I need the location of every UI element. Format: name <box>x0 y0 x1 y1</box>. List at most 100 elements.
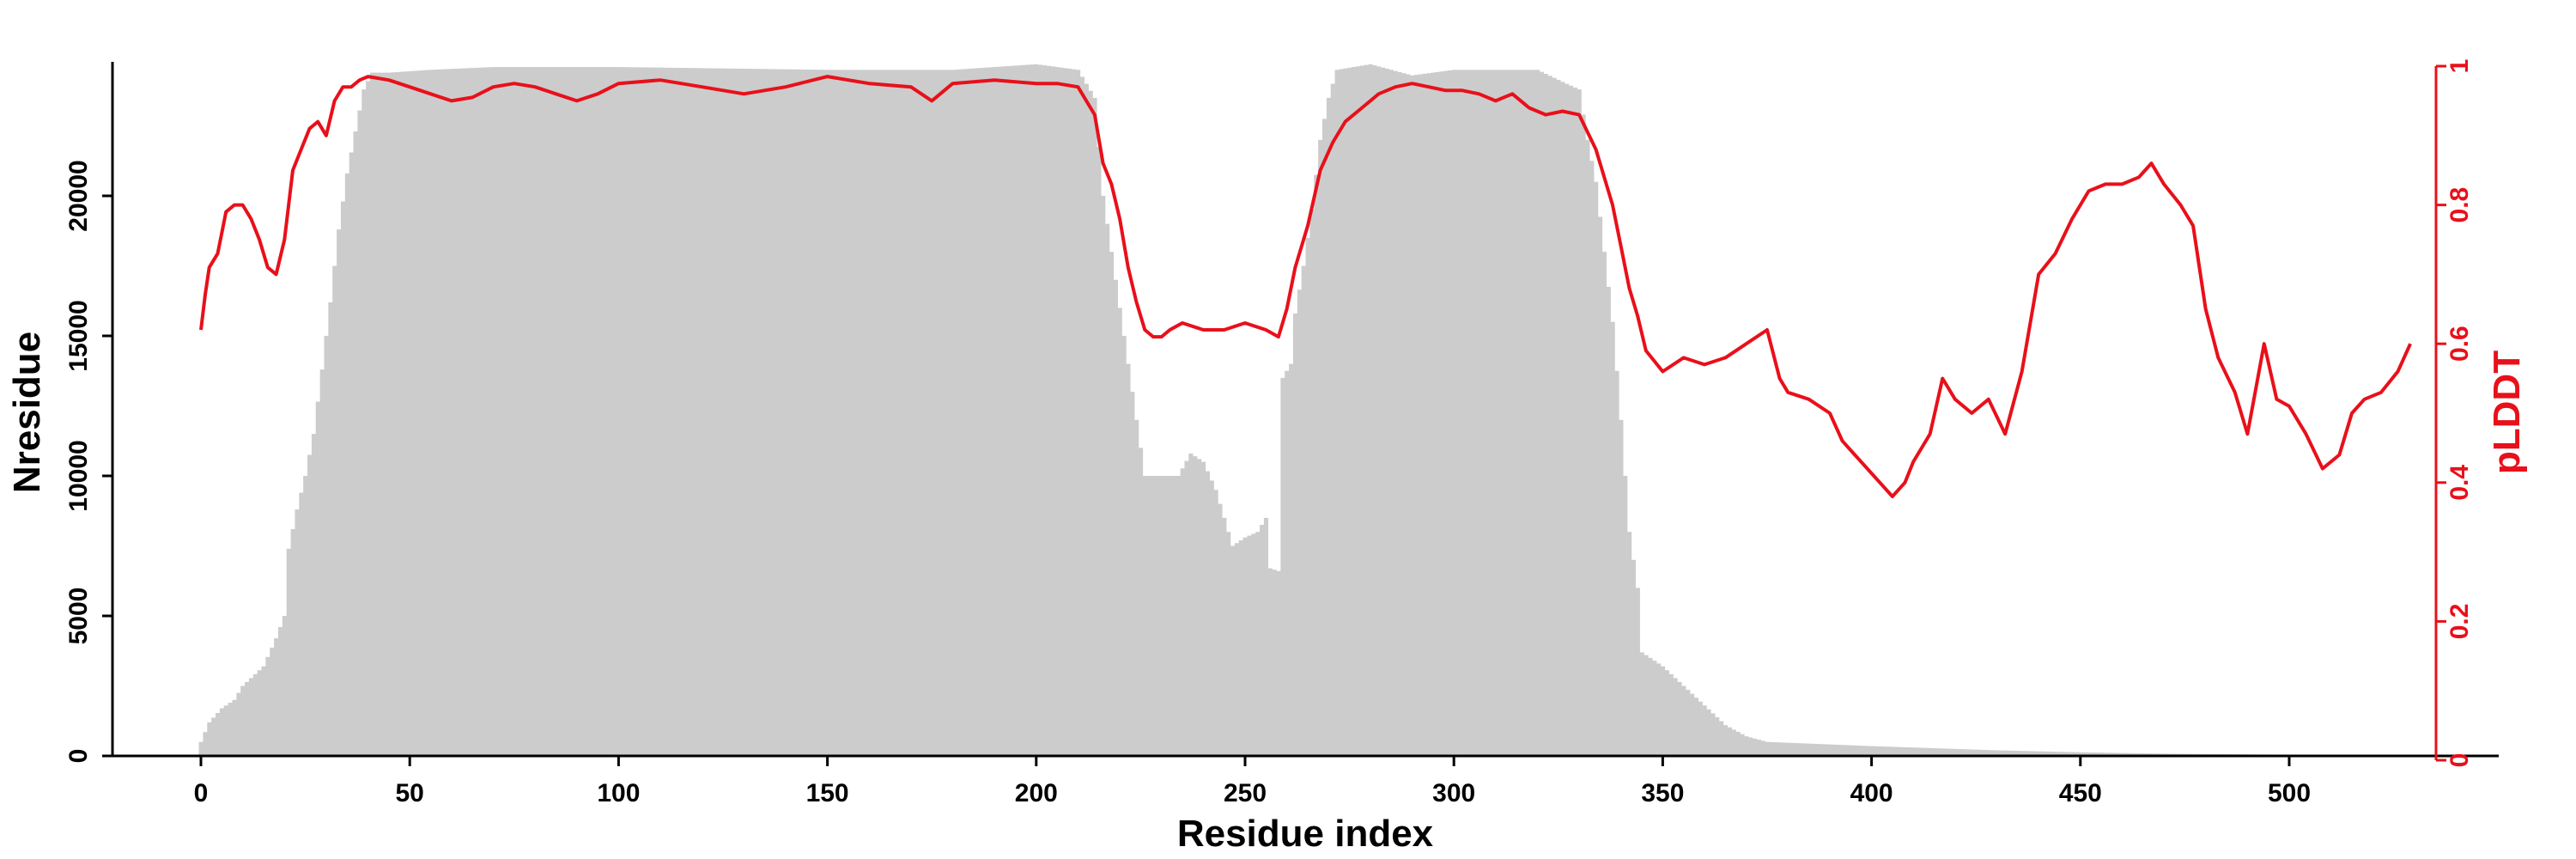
nresidue-bar <box>1928 747 1933 756</box>
nresidue-bar <box>1030 64 1035 757</box>
nresidue-bar <box>2024 751 2029 756</box>
nresidue-bar <box>1489 70 1494 757</box>
nresidue-bar <box>2107 752 2112 756</box>
x-tick-label: 400 <box>1850 779 1893 807</box>
nresidue-bar <box>900 70 905 757</box>
nresidue-bar <box>1005 66 1010 756</box>
nresidue-bar <box>896 70 902 757</box>
nresidue-bar <box>1314 174 1319 757</box>
nresidue-bar <box>1619 419 1624 756</box>
nresidue-bar <box>641 67 647 757</box>
nresidue-bar <box>754 69 759 756</box>
nresidue-bar <box>1059 67 1064 756</box>
nresidue-bar <box>1439 71 1444 756</box>
nresidue-bar <box>1998 750 2004 756</box>
nresidue-bar <box>954 69 960 757</box>
nresidue-bar <box>550 67 555 757</box>
nresidue-bar <box>1460 70 1465 757</box>
nresidue-bar <box>1473 70 1478 757</box>
nresidue-bar <box>1455 70 1461 757</box>
nresidue-bar <box>1978 749 1983 756</box>
nresidue-bar <box>1431 72 1436 756</box>
y-right-tick-label: 0.6 <box>2445 326 2474 362</box>
nresidue-bar <box>770 69 776 756</box>
nresidue-bar <box>1309 210 1315 757</box>
nresidue-bar <box>1677 681 1682 756</box>
nresidue-bar <box>691 68 696 756</box>
nresidue-bar <box>1543 73 1548 756</box>
nresidue-bar <box>1961 749 1966 756</box>
nresidue-bar <box>1468 70 1473 757</box>
nresidue-bar <box>1814 744 1820 756</box>
nresidue-bar <box>1623 476 1628 756</box>
y-right-tick-label: 0.4 <box>2445 465 2474 501</box>
nresidue-bar <box>675 67 680 756</box>
nresidue-bar <box>671 67 676 756</box>
nresidue-bar <box>925 70 931 757</box>
nresidue-bar <box>1205 471 1210 756</box>
nresidue-bar <box>720 68 726 757</box>
nresidue-bar <box>382 72 387 756</box>
nresidue-bar <box>1564 83 1570 757</box>
nresidue-bar <box>2069 752 2075 756</box>
x-tick-label: 450 <box>2059 779 2102 807</box>
nresidue-bar <box>604 67 609 757</box>
nresidue-bar <box>1777 742 1783 756</box>
nresidue-bar <box>1242 537 1248 756</box>
nresidue-bar <box>733 68 738 757</box>
nresidue-bar <box>1923 747 1929 756</box>
nresidue-bar <box>1848 745 1854 756</box>
nresidue-bar <box>708 68 714 757</box>
nresidue-bar <box>595 67 600 757</box>
nresidue-bar <box>1352 67 1357 757</box>
nresidue-bar <box>662 67 667 756</box>
nresidue-bar <box>1693 698 1699 756</box>
nresidue-bar <box>2078 752 2083 756</box>
nresidue-bar <box>286 548 291 756</box>
nresidue-bar <box>1660 666 1666 756</box>
nresidue-bar <box>2120 752 2125 756</box>
nresidue-bar <box>1163 476 1169 756</box>
nresidue-bar <box>353 131 358 756</box>
nresidue-bar <box>574 67 580 757</box>
nresidue-bar <box>1305 237 1310 756</box>
nresidue-bar <box>462 68 467 756</box>
nresidue-bar <box>1874 746 1879 756</box>
y-right-tick-label: 0.8 <box>2445 187 2474 223</box>
nresidue-bar <box>1443 70 1449 757</box>
nresidue-bar <box>1155 476 1160 756</box>
nresidue-bar <box>1297 289 1302 757</box>
nresidue-bar <box>1627 532 1632 756</box>
nresidue-bar <box>211 717 216 756</box>
nresidue-bar <box>958 69 963 756</box>
nresidue-bar <box>767 69 772 756</box>
nresidue-bar <box>1518 70 1523 757</box>
nresidue-bar <box>1686 690 1691 756</box>
nresidue-bar <box>1911 747 1916 756</box>
nresidue-bar <box>779 69 784 756</box>
nresidue-bar <box>799 69 805 756</box>
nresidue-bar <box>884 70 889 757</box>
nresidue-bar <box>875 70 880 757</box>
nresidue-bar <box>2074 752 2079 756</box>
nresidue-bar <box>1251 533 1256 756</box>
nresidue-bar <box>1276 570 1281 756</box>
nresidue-bar <box>2061 752 2067 756</box>
nresidue-bar <box>696 68 701 756</box>
nresidue-bar <box>2082 752 2087 756</box>
nresidue-bar <box>453 69 459 756</box>
nresidue-bar <box>1054 67 1060 757</box>
nresidue-bar <box>775 69 780 756</box>
nresidue-bar <box>369 72 375 756</box>
nresidue-bar <box>1151 476 1156 756</box>
nresidue-bar <box>1447 70 1453 756</box>
nresidue-bar <box>1948 748 1953 756</box>
nresidue-bar <box>1719 721 1724 756</box>
nresidue-bar <box>1097 146 1102 756</box>
nresidue-bar <box>1334 70 1340 757</box>
nresidue-bar <box>850 70 855 757</box>
nresidue-bar <box>1339 69 1344 757</box>
nresidue-bar <box>1142 476 1147 756</box>
nresidue-bar <box>2099 752 2104 756</box>
